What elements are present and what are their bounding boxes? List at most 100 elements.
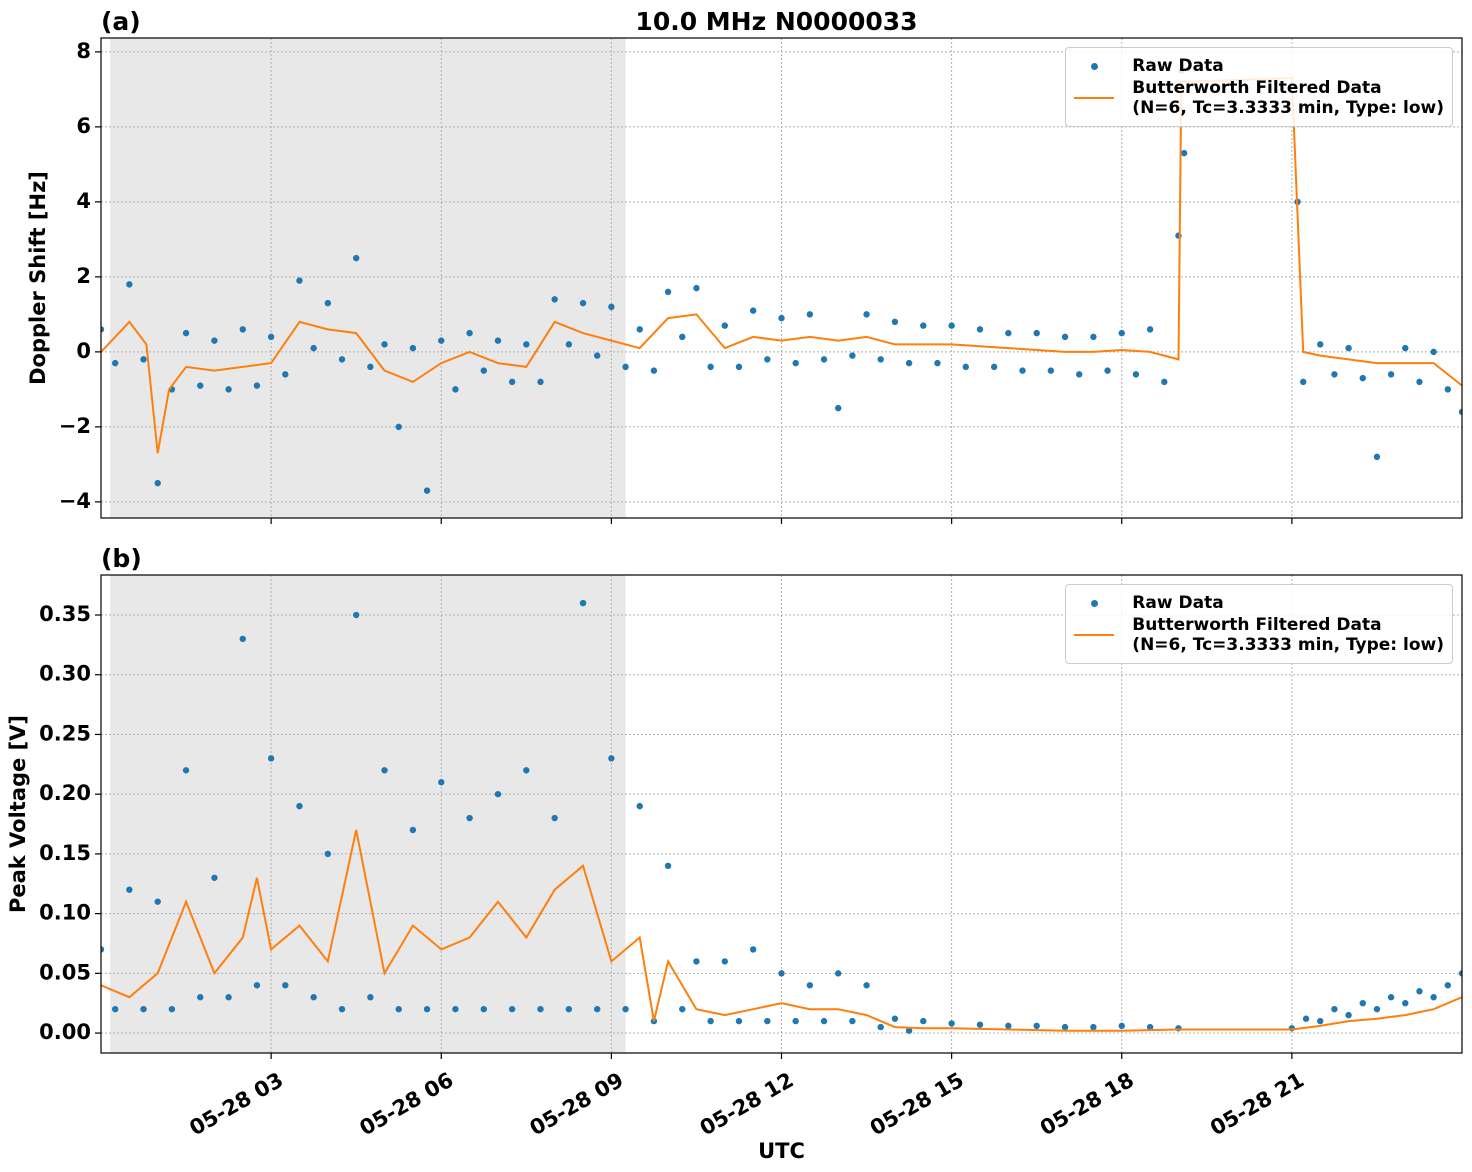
data-point (693, 284, 700, 292)
data-point (679, 1005, 686, 1013)
plot-area (101, 67, 1462, 494)
data-point (466, 814, 473, 822)
data-point (182, 329, 190, 337)
data-point (197, 994, 204, 1001)
data-point (976, 326, 984, 333)
data-point (466, 329, 473, 337)
y-tick-label: −4 (59, 489, 91, 513)
data-point (820, 356, 828, 363)
y-tick-label: 0 (76, 339, 91, 363)
data-point (253, 382, 261, 389)
data-point (423, 1005, 431, 1013)
data-point (282, 982, 289, 989)
plot-area (101, 599, 1462, 1034)
data-point (920, 322, 927, 329)
data-point (1302, 1015, 1310, 1022)
y-tick-label: 0.05 (39, 960, 91, 984)
legend-marker (1091, 63, 1099, 70)
data-point (990, 363, 998, 371)
data-point (778, 970, 785, 977)
data-point (948, 322, 955, 329)
y-tick-label: 0.10 (39, 901, 91, 925)
data-point (211, 874, 218, 881)
data-point (537, 1005, 544, 1013)
data-point (154, 479, 161, 487)
legend-symbol (1074, 593, 1114, 613)
data-point (409, 344, 417, 352)
data-point (438, 779, 445, 786)
legend-item: Raw Data (1074, 56, 1444, 76)
data-point (395, 1005, 402, 1013)
data-point (1331, 1005, 1338, 1013)
data-point (749, 946, 757, 953)
data-point (835, 970, 842, 977)
data-point (452, 386, 459, 393)
data-point (1161, 378, 1168, 386)
shaded-span (110, 575, 626, 1053)
data-point (381, 341, 388, 348)
data-point (168, 1005, 176, 1013)
y-tick-label: 4 (76, 189, 91, 213)
data-point (664, 862, 672, 870)
data-point (1300, 378, 1307, 386)
legend-label: Raw Data (1132, 56, 1224, 76)
data-point (310, 994, 317, 1001)
data-point (1373, 453, 1381, 461)
data-point (1019, 367, 1026, 374)
data-point (282, 371, 289, 378)
data-point (1402, 999, 1409, 1007)
data-point (707, 363, 714, 371)
data-point (211, 337, 218, 344)
data-point (140, 1005, 147, 1013)
data-point (1005, 329, 1012, 337)
x-tick-label: 05-28 21 (1206, 1068, 1308, 1141)
data-point (806, 982, 814, 989)
data-point (764, 1017, 771, 1025)
data-point (820, 1017, 828, 1025)
data-point (1345, 344, 1352, 352)
data-point (1444, 386, 1452, 393)
x-tick-label: 05-28 15 (866, 1068, 968, 1141)
data-point (352, 611, 360, 619)
data-point (338, 356, 346, 363)
data-point (267, 333, 275, 341)
data-point (1132, 371, 1140, 378)
data-point (693, 958, 700, 965)
axes-frame (100, 37, 1463, 519)
data-point (154, 898, 161, 905)
data-point (664, 288, 672, 296)
data-point (636, 326, 643, 333)
x-tick-label: 05-28 06 (356, 1068, 458, 1141)
data-point (239, 326, 246, 333)
data-point (1458, 970, 1462, 977)
data-point (707, 1017, 714, 1025)
filtered-line (101, 77, 1462, 454)
data-point (1387, 994, 1395, 1001)
data-point (622, 363, 629, 371)
data-point (735, 1017, 743, 1025)
data-point (721, 958, 728, 965)
data-point (367, 994, 374, 1001)
data-point (523, 767, 530, 774)
data-point (1090, 333, 1097, 341)
y-tick-label: 0.20 (39, 781, 91, 805)
legend-label: Butterworth Filtered Data (N=6, Tc=3.333… (1132, 78, 1444, 118)
shaded-span (110, 38, 626, 518)
data-point (863, 982, 870, 989)
data-point (1061, 1023, 1069, 1031)
data-point (551, 296, 558, 303)
legend-symbol (1074, 56, 1114, 76)
data-point (650, 367, 658, 374)
data-point (608, 755, 615, 762)
data-point (1359, 999, 1366, 1007)
data-point (523, 341, 530, 348)
data-point (1180, 149, 1188, 157)
y-tick-label: 0.30 (39, 662, 91, 686)
data-point (679, 333, 686, 341)
data-point (324, 850, 332, 858)
data-point (1146, 1023, 1154, 1031)
panel-label: (a) (101, 7, 141, 36)
data-point (1373, 1005, 1381, 1013)
data-point (1416, 378, 1423, 386)
